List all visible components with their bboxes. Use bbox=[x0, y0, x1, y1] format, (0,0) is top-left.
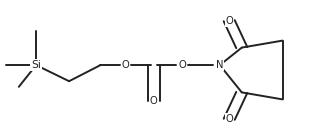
Text: N: N bbox=[216, 60, 224, 70]
Text: O: O bbox=[150, 96, 158, 106]
Text: Si: Si bbox=[31, 60, 41, 70]
Text: O: O bbox=[178, 60, 186, 70]
Text: O: O bbox=[122, 60, 129, 70]
Text: O: O bbox=[225, 16, 233, 26]
Text: O: O bbox=[225, 114, 233, 124]
